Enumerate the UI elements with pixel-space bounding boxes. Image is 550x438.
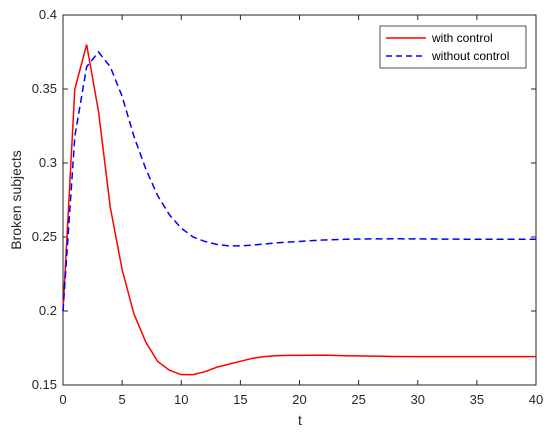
ticks-layer: 0 5 10 15 20 25 30 35 40 0.15 0.2 0.25 0.3 0.35 0.4 [32,7,544,407]
x-tick-label: 30 [411,392,425,407]
y-axis-label: Broken subjects [8,150,24,250]
x-tick-label: 0 [59,392,66,407]
y-tick-label: 0.15 [32,377,57,392]
x-tick-label: 10 [174,392,188,407]
legend-label-with-control: with control [431,31,493,45]
x-tick-label: 5 [119,392,126,407]
x-tick-label: 40 [529,392,543,407]
x-tick-label: 25 [351,392,365,407]
y-tick-label: 0.35 [32,81,57,96]
series-layer [62,44,536,376]
series-line-with-control [62,44,536,376]
series-line-without-control [62,50,536,312]
x-tick-label: 35 [470,392,484,407]
y-tick-label: 0.3 [39,155,57,170]
y-tick-label: 0.2 [39,303,57,318]
legend-label-without-control: without control [431,49,509,63]
y-tick-label: 0.4 [39,7,57,22]
plot-area [62,14,537,386]
x-tick-label: 20 [292,392,306,407]
legend: with control without control [379,25,527,69]
x-tick-label: 15 [233,392,247,407]
y-tick-label: 0.25 [32,229,57,244]
legend-box [379,25,527,69]
x-axis-label: t [298,412,302,428]
